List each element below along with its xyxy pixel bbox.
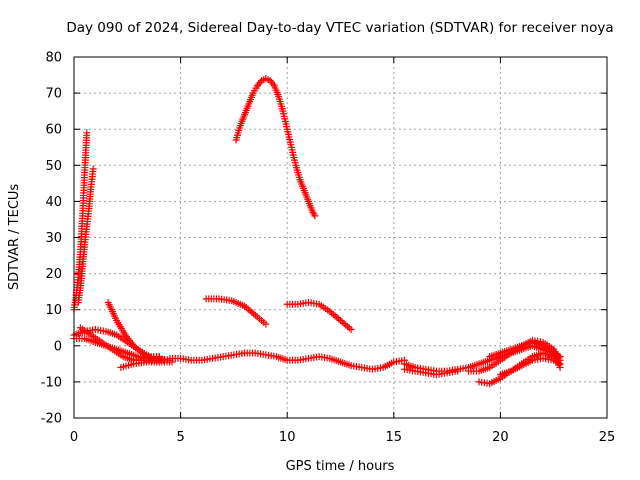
y-tick-label: 20	[45, 267, 62, 282]
y-tick-label: -20	[41, 412, 62, 427]
x-tick-label: 25	[599, 430, 616, 445]
x-tick-label: 10	[279, 430, 296, 445]
chart-title: Day 090 of 2024, Sidereal Day-to-day VTE…	[66, 20, 613, 36]
x-tick-label: 20	[492, 430, 509, 445]
y-tick-label: 0	[54, 339, 62, 354]
series-track-m	[486, 338, 564, 371]
series-track-a	[70, 129, 91, 314]
series-track-g	[117, 358, 176, 371]
series-track-h	[166, 349, 408, 373]
series-track-o	[202, 295, 270, 328]
y-tick-label: 80	[45, 51, 62, 66]
data-point	[454, 367, 462, 375]
data-point	[262, 320, 270, 328]
series-track-n	[496, 354, 564, 379]
y-tick-label: 50	[45, 159, 62, 174]
tick-labels: 0 5 10 15 20 25 -20 -10 0 10 20 30 40 50 60 70 80	[41, 51, 616, 446]
data-point	[556, 360, 564, 368]
y-tick-label: -10	[41, 375, 62, 390]
y-tick-label: 60	[45, 123, 62, 138]
series-track-q	[283, 298, 355, 334]
series-track-j	[400, 365, 462, 379]
data-points	[70, 75, 564, 388]
y-tick-label: 10	[45, 303, 62, 318]
y-tick-label: 70	[45, 87, 62, 102]
y-axis-title: SDTVAR / TECUs	[7, 184, 22, 291]
y-tick-label: 40	[45, 195, 62, 210]
data-point	[83, 129, 91, 137]
x-tick-label: 5	[176, 430, 184, 445]
grid	[74, 57, 607, 418]
series-track-p	[232, 75, 319, 220]
x-tick-label: 0	[70, 430, 78, 445]
series-track-b	[74, 165, 97, 306]
data-point	[311, 212, 319, 220]
series-track-f	[104, 298, 163, 361]
plot-frame	[73, 56, 608, 419]
data-point	[89, 165, 97, 173]
x-tick-label: 15	[386, 430, 403, 445]
y-tick-label: 30	[45, 231, 62, 246]
x-axis-title: GPS time / hours	[286, 459, 395, 474]
data-point	[347, 326, 355, 334]
